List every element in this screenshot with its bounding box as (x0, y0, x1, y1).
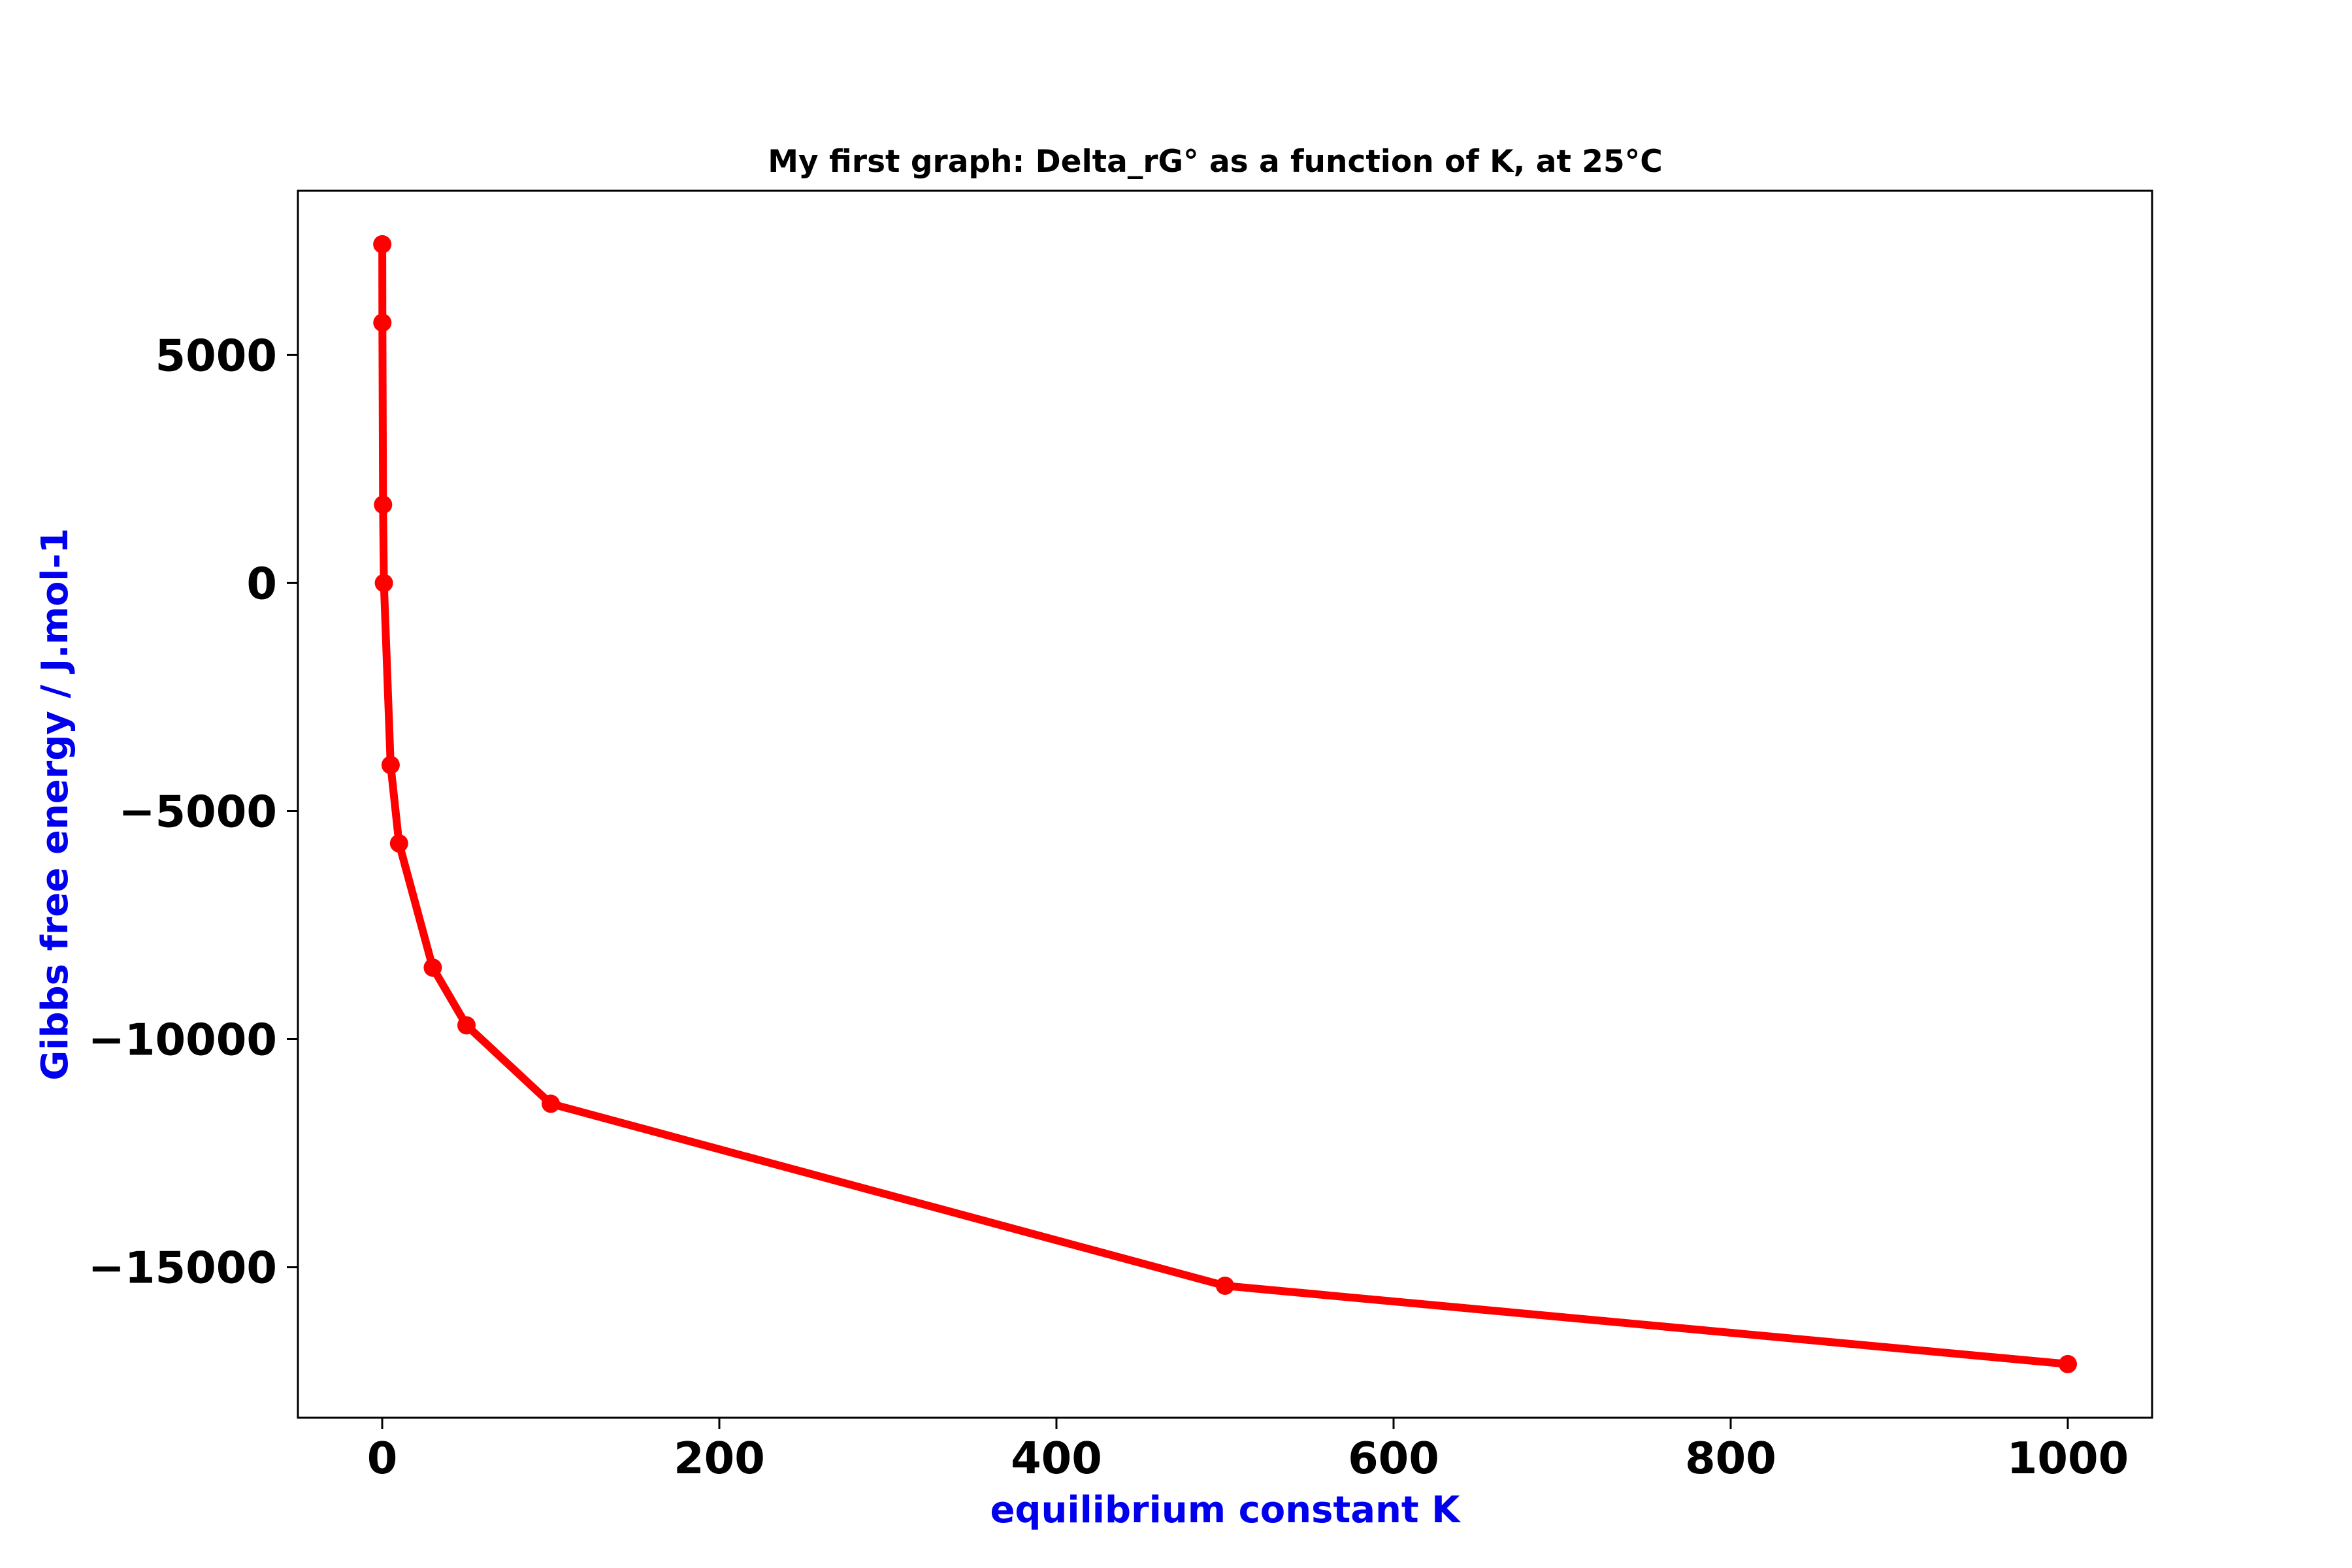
y-tick-label: −5000 (118, 786, 277, 837)
data-point (374, 574, 393, 593)
x-tick-label: 1000 (2007, 1433, 2129, 1484)
y-axis: −15000 −10000 −5000 0 5000 (88, 330, 298, 1294)
y-tick-label: −10000 (88, 1015, 277, 1066)
chart-title: My first graph: Delta_rG° as a function … (768, 144, 1662, 180)
y-tick-label: 5000 (155, 330, 277, 381)
data-point (1216, 1276, 1234, 1295)
y-axis-label: Gibbs free energy / J.mol-1 (34, 528, 76, 1080)
y-tick-label: 0 (246, 558, 277, 609)
data-point (423, 958, 442, 977)
x-axis: 0 200 400 600 800 1000 (367, 1418, 2129, 1484)
plot-frame (297, 189, 2153, 1419)
data-point (457, 1016, 476, 1035)
data-point (2059, 1354, 2077, 1373)
x-tick-label: 600 (1348, 1433, 1439, 1484)
x-axis-label: equilibrium constant K (990, 1489, 1462, 1531)
y-tick-label: −15000 (88, 1243, 277, 1294)
x-tick-label: 400 (1011, 1433, 1102, 1484)
data-point (389, 834, 408, 853)
plot-area: 0 200 400 600 800 1000 −15000 −10000 −5000 0 5000 (88, 189, 2153, 1484)
x-tick-label: 0 (367, 1433, 398, 1484)
data-point (374, 495, 393, 514)
data-point (381, 755, 400, 774)
x-tick-label: 200 (674, 1433, 765, 1484)
series-layer (373, 235, 2077, 1373)
data-point (542, 1094, 560, 1113)
x-tick-label: 800 (1685, 1433, 1776, 1484)
data-point (373, 313, 392, 332)
data-point (373, 235, 392, 253)
